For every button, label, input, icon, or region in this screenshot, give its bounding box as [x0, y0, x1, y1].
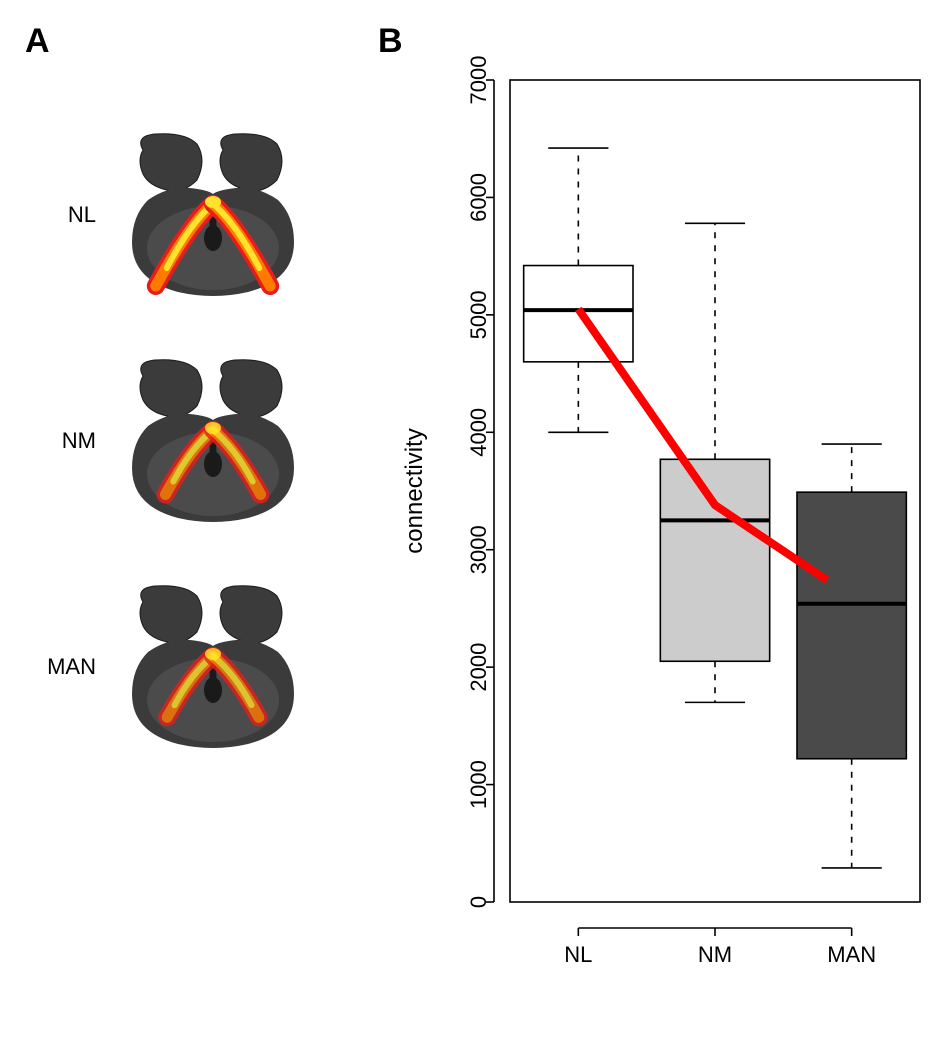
brain-image-man	[118, 582, 308, 752]
brain-image-nl	[118, 130, 308, 300]
y-tick-label: 2000	[466, 643, 491, 692]
x-tick-label: MAN	[827, 942, 876, 967]
y-tick-label: 3000	[466, 525, 491, 574]
y-tick-label: 4000	[466, 408, 491, 457]
brain-row-nl: NL	[38, 130, 358, 300]
brain-row-label: NM	[38, 428, 118, 454]
y-tick-label: 0	[466, 896, 491, 908]
y-tick-label: 1000	[466, 760, 491, 809]
panel-a: NL NM MAN	[38, 130, 358, 808]
brain-image-nm	[118, 356, 308, 526]
panel-b: 0 1000 2000 3000 4000 5000 6000 7000 connectivit…	[380, 30, 946, 1030]
box-man	[797, 492, 906, 759]
brain-row-label: NL	[38, 202, 118, 228]
x-tick-label: NL	[564, 942, 592, 967]
box-nm	[660, 459, 769, 661]
brain-row-label: MAN	[38, 654, 118, 680]
brain-row-nm: NM	[38, 356, 358, 526]
y-tick-label: 7000	[466, 56, 491, 105]
panel-a-label: A	[25, 22, 50, 61]
y-tick-label: 6000	[466, 173, 491, 222]
connectivity-boxplot: 0 1000 2000 3000 4000 5000 6000 7000 connectivit…	[380, 30, 940, 1000]
brain-row-man: MAN	[38, 582, 358, 752]
y-tick-label: 5000	[466, 290, 491, 339]
y-axis-label: connectivity	[401, 428, 428, 553]
x-tick-label: NM	[698, 942, 732, 967]
